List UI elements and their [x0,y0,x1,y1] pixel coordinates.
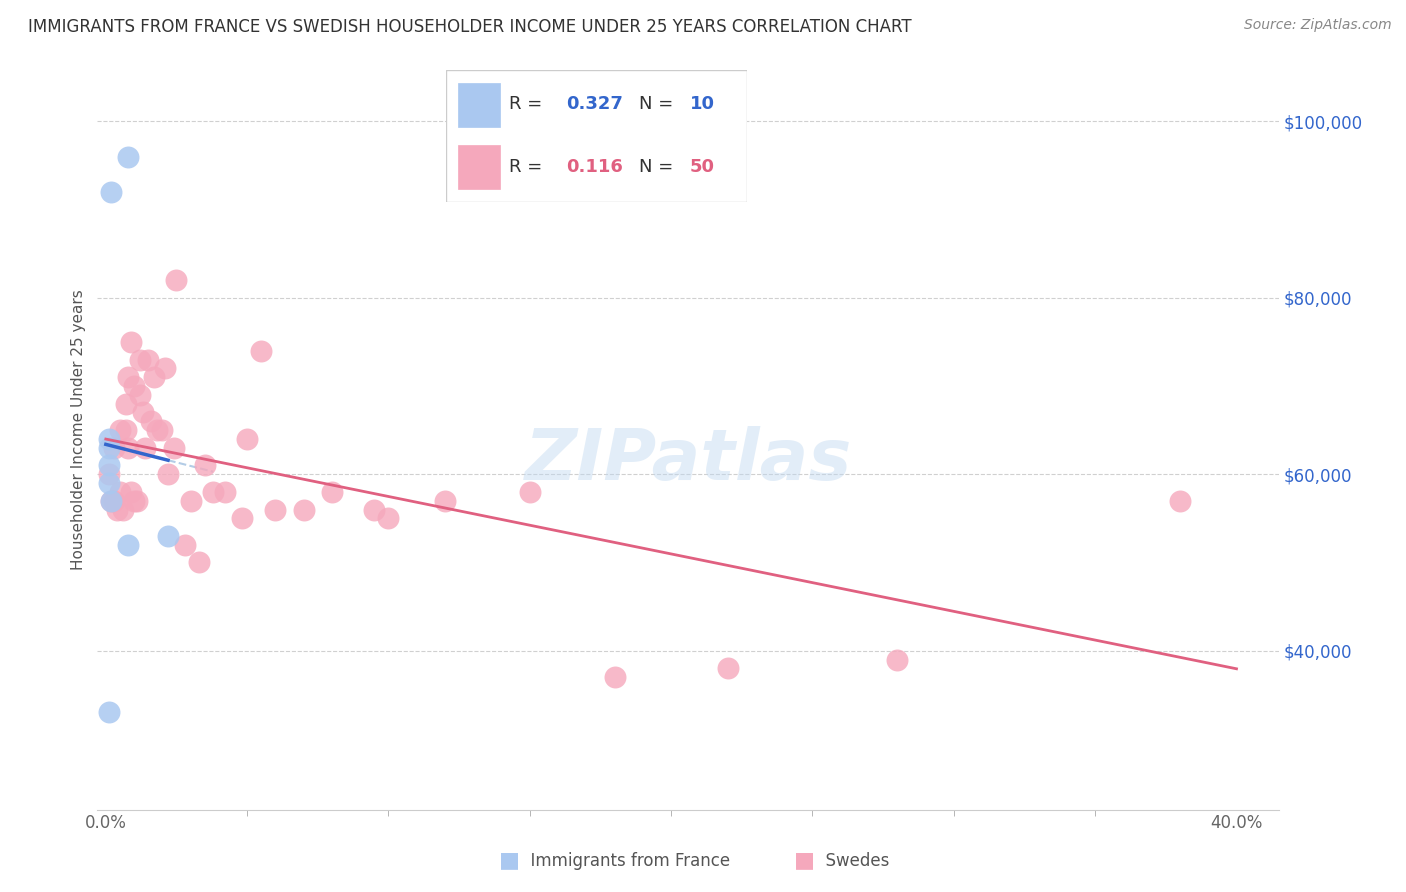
Point [214,484,236,499]
Point [202,484,225,499]
Text: ■: ■ [794,850,815,870]
Point [236,432,259,446]
Point [97,476,120,491]
Point [231,511,253,525]
Point [117,441,139,455]
Text: Immigrants from France: Immigrants from France [520,852,730,870]
Point [163,441,186,455]
Point [125,493,148,508]
Point [117,538,139,552]
Point [103,441,125,455]
Point [120,334,142,349]
Point [114,397,136,411]
Point [117,150,139,164]
Point [363,502,385,516]
Point [157,529,180,543]
Point [142,370,165,384]
Point [120,484,142,499]
Point [139,414,162,428]
Point [174,538,197,552]
Point [114,423,136,437]
Point [519,484,541,499]
Y-axis label: Householder Income Under 25 years: Householder Income Under 25 years [72,290,86,571]
Point [122,493,145,508]
Point [150,423,173,437]
Point [157,467,180,482]
Point [603,670,626,684]
Point [1168,493,1191,508]
Point [321,484,343,499]
Point [97,432,120,446]
Point [153,361,176,376]
Point [134,441,156,455]
Point [97,441,120,455]
Point [100,493,122,508]
Point [105,502,128,516]
Point [166,273,188,287]
Text: IMMIGRANTS FROM FRANCE VS SWEDISH HOUSEHOLDER INCOME UNDER 25 YEARS CORRELATION : IMMIGRANTS FROM FRANCE VS SWEDISH HOUSEH… [28,18,911,36]
Point [292,502,315,516]
Point [117,370,139,384]
Point [131,405,153,419]
Point [145,423,167,437]
Point [97,706,120,720]
Point [111,502,134,516]
Point [128,388,150,402]
Point [136,352,159,367]
Point [103,493,125,508]
Point [108,484,131,499]
Point [250,343,273,358]
Point [434,493,457,508]
Text: ■: ■ [499,850,520,870]
Point [108,423,131,437]
Text: Swedes: Swedes [815,852,890,870]
Point [122,379,145,393]
Point [128,352,150,367]
Point [886,652,908,666]
Point [194,458,217,473]
Point [97,467,120,482]
Point [717,661,740,675]
Point [377,511,399,525]
Point [97,458,120,473]
Point [180,493,202,508]
Point [188,556,211,570]
Text: Source: ZipAtlas.com: Source: ZipAtlas.com [1244,18,1392,32]
Point [100,185,122,199]
Point [100,493,122,508]
Text: ZIPatlas: ZIPatlas [524,426,852,495]
Point [264,502,287,516]
